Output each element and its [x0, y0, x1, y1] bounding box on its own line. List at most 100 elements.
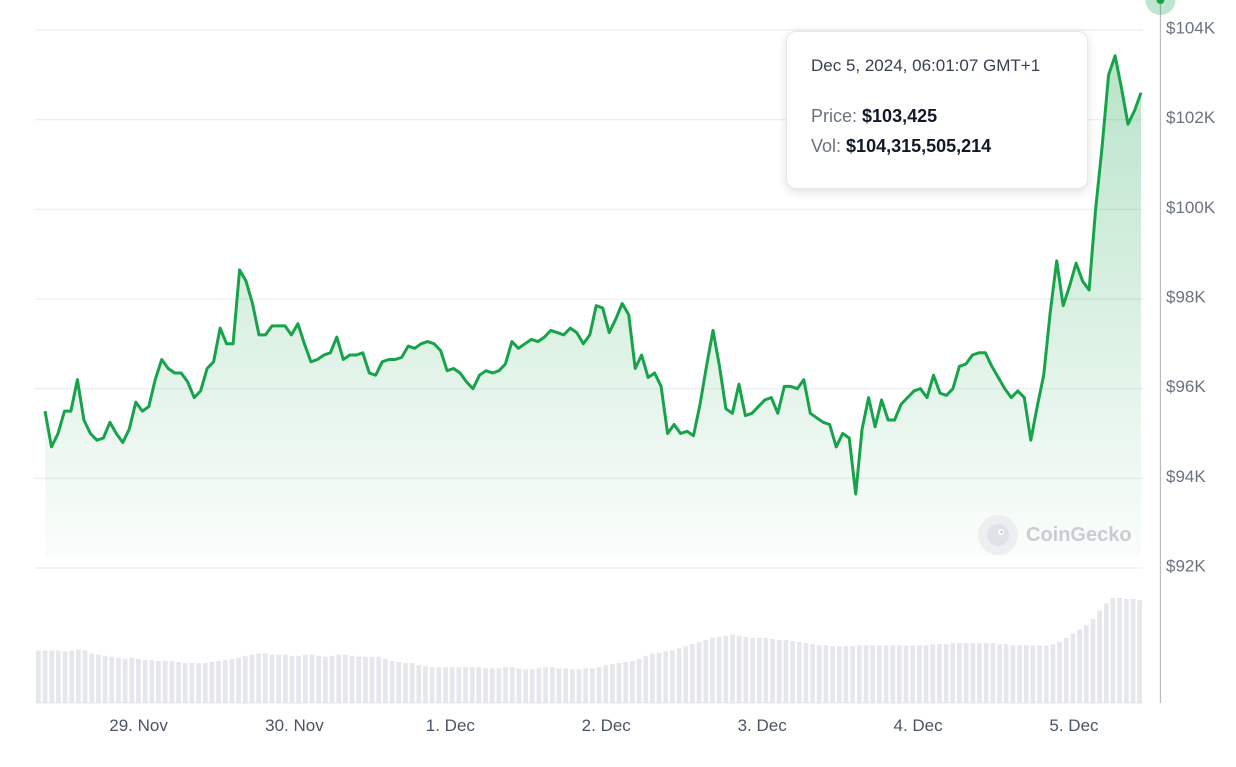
volume-bar — [89, 653, 95, 703]
volume-bar — [723, 635, 729, 703]
volume-bar — [796, 642, 802, 703]
volume-bar — [917, 645, 922, 704]
volume-bar — [610, 664, 615, 703]
volume-bar — [823, 645, 829, 704]
volume-bar — [603, 665, 609, 703]
volume-bar — [643, 655, 649, 704]
volume-bar — [730, 634, 735, 704]
volume-bar — [783, 640, 789, 703]
volume-bar — [49, 650, 55, 703]
volume-bar — [509, 667, 515, 703]
volume-bar — [96, 654, 101, 703]
volume-bar — [349, 655, 355, 704]
volume-bar — [403, 663, 408, 703]
tooltip-date: Dec 5, 2024, 06:01:07 GMT+1 — [811, 56, 1041, 75]
volume-bar — [62, 651, 68, 703]
volume-bar — [423, 666, 428, 704]
volume-bar — [1023, 645, 1029, 704]
volume-bar — [1030, 645, 1036, 704]
volume-bar — [563, 668, 568, 703]
volume-bar — [169, 661, 175, 703]
volume-bar — [590, 668, 595, 703]
volume-bar — [336, 654, 342, 703]
volume-bar — [690, 644, 695, 703]
volume-bar — [636, 658, 642, 703]
volume-bar — [670, 650, 675, 703]
volume-bar — [676, 648, 682, 703]
volume-bar — [903, 645, 909, 704]
volume-bar — [736, 635, 742, 703]
volume-bar — [476, 667, 482, 703]
volume-bar — [149, 660, 155, 703]
x-tick-label: 1. Dec — [426, 716, 476, 735]
y-axis: $92K $94K $96K $98K $100K $102K $104K — [1166, 18, 1216, 575]
volume-bar — [556, 668, 562, 703]
volume-bar — [469, 667, 475, 703]
volume-bar — [222, 660, 228, 703]
volume-bar — [162, 661, 168, 703]
volume-bar — [122, 658, 128, 703]
volume-bar — [142, 660, 148, 703]
volume-bar — [316, 655, 321, 704]
volume-bar — [857, 645, 862, 704]
volume-bar — [236, 657, 241, 703]
watermark-text: CoinGecko — [1026, 523, 1132, 546]
volume-bar — [416, 665, 422, 703]
volume-bar — [536, 668, 542, 703]
volume-bar — [443, 667, 448, 703]
volume-bars — [36, 598, 1142, 704]
volume-bar — [1090, 619, 1096, 703]
volume-bar — [383, 658, 388, 703]
volume-bar — [409, 663, 415, 703]
volume-bar — [116, 657, 121, 703]
volume-bar — [977, 643, 982, 703]
volume-bar — [850, 646, 855, 703]
volume-bar — [937, 644, 942, 703]
volume-bar — [516, 668, 522, 703]
volume-bar — [496, 668, 502, 703]
volume-bar — [583, 668, 588, 703]
volume-bar — [216, 661, 221, 703]
y-tick-label: $104K — [1166, 18, 1216, 37]
volume-bar — [963, 643, 969, 703]
volume-bar — [343, 654, 348, 703]
volume-bar — [369, 656, 375, 703]
y-tick-label: $100K — [1166, 198, 1216, 217]
volume-bar — [1104, 603, 1109, 704]
volume-bar — [770, 639, 775, 703]
volume-bar — [870, 645, 875, 704]
highlight-point-halo — [1145, 0, 1176, 15]
volume-bar — [356, 656, 362, 703]
volume-bar — [696, 642, 702, 703]
volume-bar — [76, 649, 81, 704]
volume-bar — [843, 646, 849, 703]
volume-bar — [1037, 645, 1042, 704]
volume-bar — [623, 662, 629, 703]
volume-bar — [456, 667, 462, 703]
highlight-point[interactable] — [1156, 0, 1165, 4]
volume-bar — [1124, 599, 1129, 703]
volume-bar — [289, 655, 295, 704]
volume-bar — [1017, 645, 1022, 704]
volume-bar — [503, 667, 508, 703]
volume-bar — [803, 643, 809, 703]
volume-bar — [957, 643, 962, 703]
volume-bar — [523, 669, 528, 703]
volume-bar — [810, 644, 815, 703]
volume-bar — [1130, 599, 1136, 703]
volume-bar — [890, 645, 896, 704]
volume-bar — [36, 650, 41, 703]
volume-bar — [1050, 644, 1056, 703]
y-tick-label: $92K — [1166, 556, 1206, 575]
volume-bar — [1077, 629, 1082, 703]
volume-bar — [883, 645, 889, 704]
volume-bar — [396, 662, 402, 703]
volume-bar — [229, 658, 235, 703]
volume-bar — [663, 651, 669, 703]
volume-bar — [1117, 598, 1122, 703]
volume-bar — [683, 646, 689, 703]
volume-bar — [930, 644, 936, 703]
y-tick-label: $102K — [1166, 108, 1216, 127]
volume-bar — [923, 645, 929, 704]
